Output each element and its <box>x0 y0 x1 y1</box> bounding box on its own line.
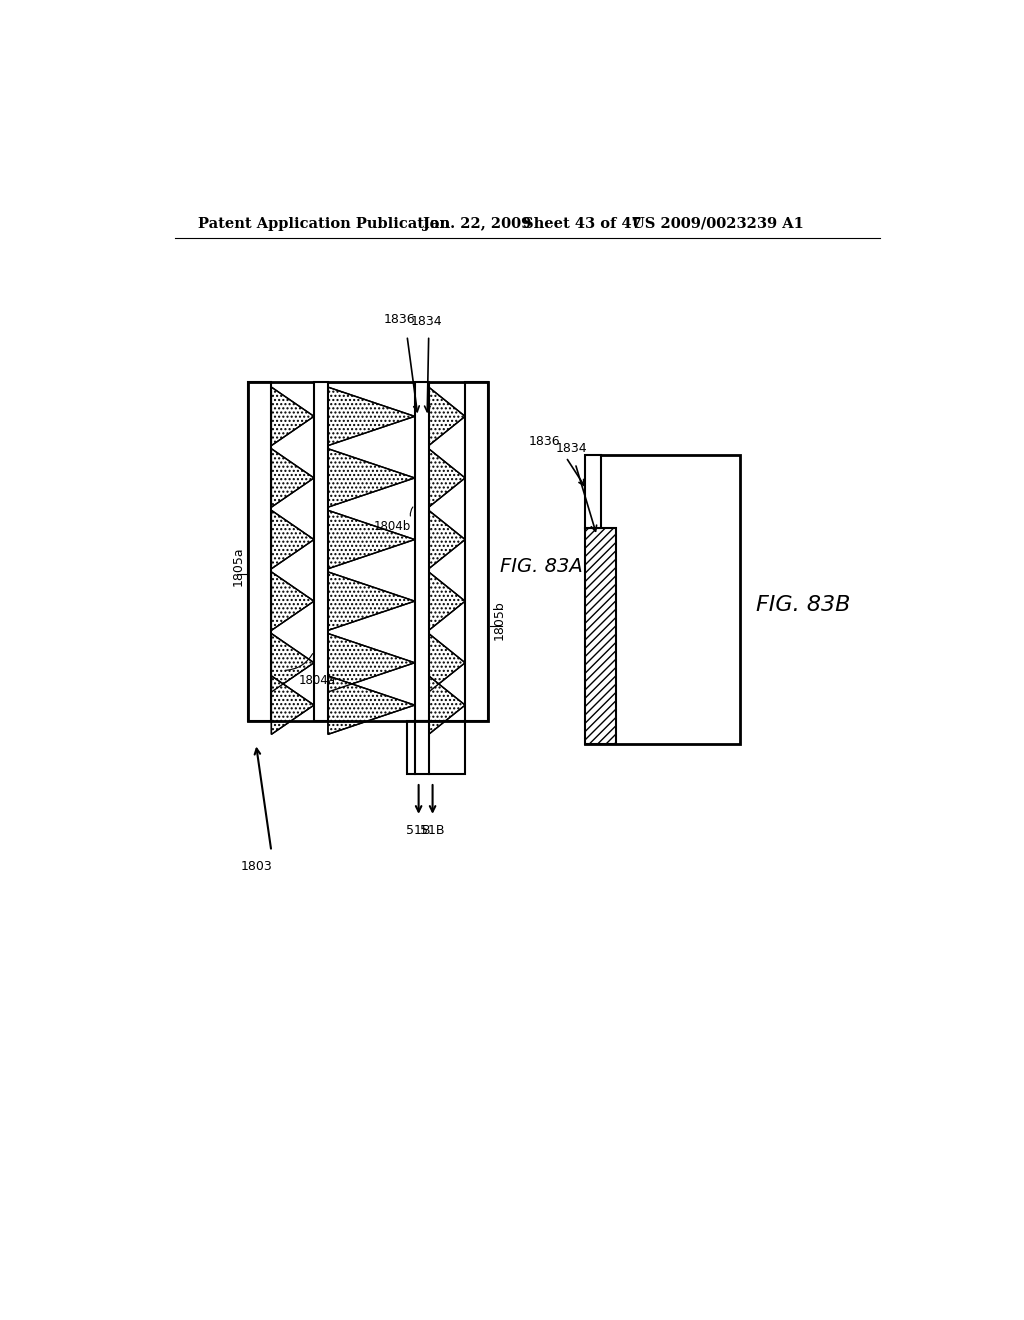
Text: Jan. 22, 2009: Jan. 22, 2009 <box>423 216 530 231</box>
Text: Sheet 43 of 47: Sheet 43 of 47 <box>523 216 642 231</box>
Text: 1834: 1834 <box>411 314 442 327</box>
Text: 1805a: 1805a <box>231 546 245 586</box>
Polygon shape <box>271 511 314 569</box>
Bar <box>314 381 328 721</box>
Text: FIG. 83A: FIG. 83A <box>500 557 583 576</box>
Polygon shape <box>328 511 415 569</box>
Text: 51B: 51B <box>420 825 444 837</box>
Text: 1836: 1836 <box>383 313 415 326</box>
Polygon shape <box>429 572 465 631</box>
Polygon shape <box>271 449 314 507</box>
Polygon shape <box>328 634 415 692</box>
Text: Patent Application Publication: Patent Application Publication <box>198 216 450 231</box>
Bar <box>586 455 601 528</box>
Text: 51B: 51B <box>407 825 431 837</box>
Polygon shape <box>271 634 314 692</box>
Polygon shape <box>429 387 465 446</box>
Polygon shape <box>328 449 415 507</box>
Bar <box>407 721 465 775</box>
Polygon shape <box>271 676 314 734</box>
Polygon shape <box>328 572 415 631</box>
Text: 1836: 1836 <box>529 434 561 447</box>
Text: 1805b: 1805b <box>493 601 505 640</box>
Bar <box>465 381 488 721</box>
Text: 1804b: 1804b <box>374 520 411 533</box>
Bar <box>586 528 616 743</box>
Bar <box>586 455 740 743</box>
Bar <box>248 381 488 721</box>
Text: 1834: 1834 <box>555 442 587 455</box>
Bar <box>415 381 429 721</box>
Polygon shape <box>271 387 314 446</box>
Bar <box>248 381 271 721</box>
Text: FIG. 83B: FIG. 83B <box>756 595 850 615</box>
Polygon shape <box>429 676 465 734</box>
Text: 1804a: 1804a <box>299 675 336 688</box>
Polygon shape <box>271 572 314 631</box>
Polygon shape <box>429 449 465 507</box>
Polygon shape <box>328 676 415 734</box>
Text: US 2009/0023239 A1: US 2009/0023239 A1 <box>632 216 804 231</box>
Polygon shape <box>429 634 465 692</box>
Polygon shape <box>429 511 465 569</box>
Text: 1803: 1803 <box>241 861 272 874</box>
Polygon shape <box>328 387 415 446</box>
